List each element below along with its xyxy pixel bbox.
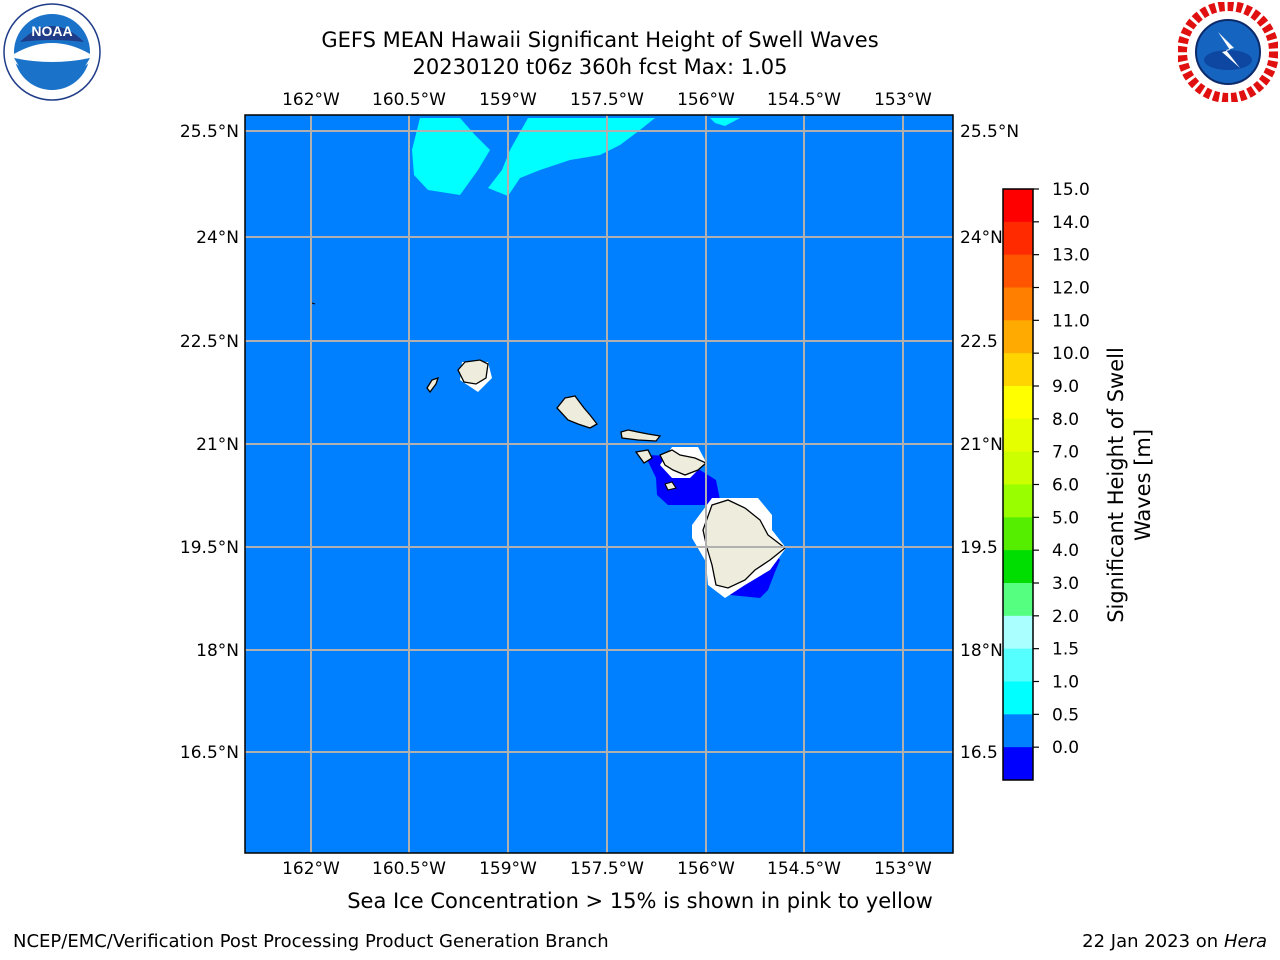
colorbar-tick-label: 7.0 [1052,443,1079,463]
latitude-label-right: 25.5°N [960,122,1019,142]
colorbar-tick-label: 12.0 [1052,279,1090,299]
colorbar-segment [1003,550,1033,584]
longitude-labels-bottom: 162°W 160.5°W 159°W 157.5°W 156°W 154.5°W 153°… [282,859,932,879]
latitude-label-left: 21°N [196,435,239,455]
colorbar-tick-labels: 15.0 14.0 13.0 12.0 11.0 10.0 9.0 8.0 7.0 6.0 5.0 4… [1033,180,1090,758]
latitude-label-left: 16.5°N [180,743,239,763]
colorbar-tick-label: 3.0 [1052,574,1079,594]
longitude-label-bottom: 154.5°W [767,859,841,879]
island-hawaii [702,499,787,589]
island-niihau [426,376,440,394]
latitude-label-left: 19.5°N [180,538,239,558]
swell-contour-1-1-5 [488,118,655,196]
latitude-labels-left: 25.5°N 24°N 22.5°N 21°N 19.5°N 18°N 16.5°N [180,122,239,763]
sea-ice-note: Sea Ice Concentration > 15% is shown in … [347,889,933,913]
colorbar-tick-label: 5.0 [1052,508,1079,528]
latitude-label-right: 18°N [960,641,1003,661]
latitude-label-left: 24°N [196,228,239,248]
ocean-area [245,115,953,853]
longitude-label-bottom: 160.5°W [372,859,446,879]
colorbar-segment [1003,287,1033,321]
noaa-logo: NOAA [3,3,101,101]
colorbar-segment [1003,615,1033,650]
latitude-label-left: 18°N [196,641,239,661]
colorbar-tick-label: 4.0 [1052,541,1079,561]
colorbar-tick-label: 11.0 [1052,311,1090,331]
latitude-label-right: 19.5 [960,538,998,558]
colorbar-tick-label: 2.0 [1052,607,1079,627]
generation-date: 22 Jan 2023 on Hera [1082,931,1267,952]
noaa-logo-text: NOAA [31,23,72,39]
longitude-label-bottom: 162°W [282,859,340,879]
latitude-label-left: 22.5°N [180,332,239,352]
colorbar-tick-label: 15.0 [1052,180,1090,200]
island-speck [311,302,316,305]
colorbar-segment [1003,583,1033,617]
colorbar [1003,189,1033,781]
colorbar-segment [1003,517,1033,551]
colorbar-tick-label: 13.0 [1052,246,1090,266]
island-maui [659,449,708,476]
swell-contour-1-1-5 [412,118,490,195]
colorbar-tick-label: 10.0 [1052,344,1090,364]
island-molokai [620,429,662,442]
colorbar-segment [1003,451,1033,485]
colorbar-tick-label: 9.0 [1052,377,1079,397]
longitude-label-bottom: 156°W [677,859,735,879]
colorbar-tick-label: 1.0 [1052,673,1079,693]
longitude-label-top: 153°W [874,90,932,110]
host-name: Hera [1223,931,1267,952]
colorbar-tick-label: 1.5 [1052,640,1079,660]
colorbar-segment [1003,320,1033,354]
longitude-label-top: 160.5°W [372,90,446,110]
longitude-label-bottom: 153°W [874,859,932,879]
latitude-label-right: 21°N [960,435,1003,455]
producer-credit: NCEP/EMC/Verification Post Processing Pr… [13,931,609,952]
colorbar-segment [1003,484,1033,518]
latitude-labels-right: 25.5°N 24°N 22.5 21°N 19.5 18°N 16.5 [960,122,1019,763]
latitude-label-right: 24°N [960,228,1003,248]
island-kahoolawe [664,481,677,491]
island-lanai [634,449,653,464]
colorbar-segment [1003,747,1033,781]
colorbar-tick-label: 14.0 [1052,213,1090,233]
colorbar-segment [1003,714,1033,748]
colorbar-tick-label: 6.0 [1052,476,1079,496]
longitude-label-top: 162°W [282,90,340,110]
swell-contour-1-1-5 [710,118,740,126]
island-oahu [556,395,598,429]
latitude-label-right: 16.5 [960,743,998,763]
colorbar-tick-label: 0.5 [1052,705,1079,725]
colorbar-segment [1003,221,1033,256]
map-gridlines [245,115,953,853]
nws-logo [1178,2,1278,102]
colorbar-segment [1003,681,1033,715]
colorbar-segment [1003,189,1033,223]
latitude-label-left: 25.5°N [180,122,239,142]
colorbar-label-line2: Waves [m] [1131,429,1155,541]
longitude-label-top: 159°W [479,90,537,110]
longitude-label-top: 157.5°W [570,90,644,110]
longitude-label-top: 154.5°W [767,90,841,110]
colorbar-segment [1003,353,1033,387]
colorbar-tick-label: 8.0 [1052,410,1079,430]
colorbar-segment [1003,648,1033,682]
longitude-label-top: 156°W [677,90,735,110]
colorbar-segment [1003,418,1033,453]
generation-date-text: 22 Jan 2023 on [1082,931,1224,952]
longitude-labels-top: 162°W 160.5°W 159°W 157.5°W 156°W 154.5°W 153°… [282,90,932,110]
longitude-label-bottom: 159°W [479,859,537,879]
map-frame [244,114,954,854]
chart-title: GEFS MEAN Hawaii Significant Height of S… [321,28,879,52]
longitude-label-bottom: 157.5°W [570,859,644,879]
chart-subtitle: 20230120 t06z 360h fcst Max: 1.05 [412,55,788,79]
colorbar-tick-label: 0.0 [1052,738,1079,758]
latitude-label-right: 22.5 [960,332,998,352]
island-kauai [457,359,489,385]
colorbar-segment [1003,254,1033,288]
colorbar-label-line1: Significant Height of Swell [1104,347,1128,623]
colorbar-segment [1003,386,1033,420]
